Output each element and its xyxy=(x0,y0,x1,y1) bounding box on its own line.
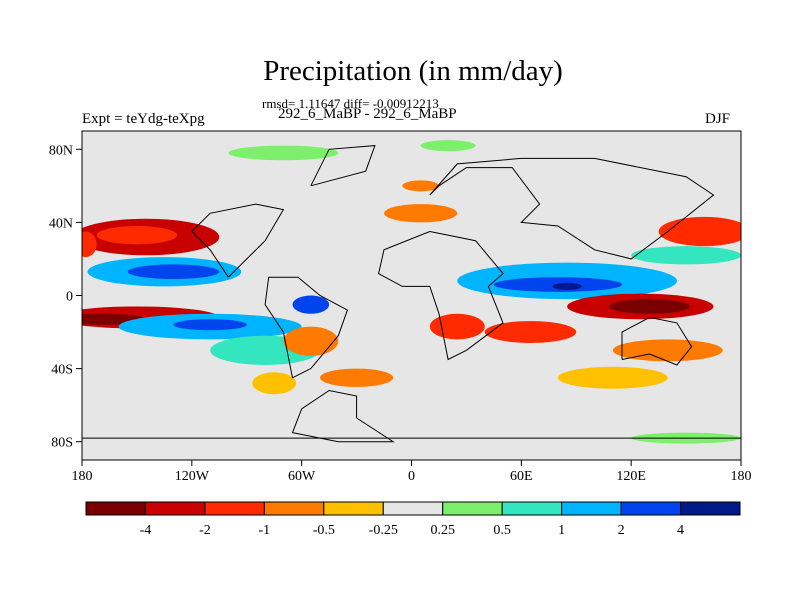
anomaly-amazon-wet xyxy=(292,295,330,314)
anomaly-indian-ocean-wet-deep xyxy=(552,282,582,291)
chart-subtitle: 292_6_MaBP - 292_6_MaBP xyxy=(278,106,457,122)
x-tick-label: 120E xyxy=(616,469,646,484)
x-tick-label: 180 xyxy=(731,469,752,484)
coastline-6 xyxy=(310,145,376,187)
coastline-1 xyxy=(264,276,349,379)
stats-text: rmsd= 1.11647 diff= -0.00912213 xyxy=(262,96,439,111)
colorbar-label: -0.5 xyxy=(313,523,335,538)
colorbar-label: 0.5 xyxy=(493,523,511,538)
colorbar-swatch xyxy=(263,501,325,516)
anomaly-southern-ocean-dry-2 xyxy=(252,372,297,395)
colorbar-swatch xyxy=(501,501,563,516)
anomaly-fills xyxy=(82,140,741,444)
y-tick-label: 80N xyxy=(49,143,73,158)
anomaly-south-atlantic-dry xyxy=(283,326,339,356)
anomaly-southern-ocean-dry xyxy=(319,368,394,387)
anomaly-eurasia-dry-band xyxy=(384,204,458,223)
coastlines xyxy=(82,145,741,443)
experiment-label: Expt = teYdg-teXpg xyxy=(82,111,205,127)
colorbar-label: 0.25 xyxy=(430,523,455,538)
x-tick-label: 60E xyxy=(510,469,533,484)
anomaly-subtropical-pacific-wet-core xyxy=(127,264,220,280)
coastline-3 xyxy=(378,231,504,361)
anomaly-south-pacific-wet-core xyxy=(173,319,247,331)
colorbar-label: -4 xyxy=(140,523,152,538)
y-tick-label: 40N xyxy=(49,216,73,231)
axis-ticks: 180 120W 60W 0 60E 120E 180 80N 40N 0 40S 80S xyxy=(49,143,752,484)
anomaly-maritime-dry-core xyxy=(609,299,690,314)
y-tick-label: 0 xyxy=(66,290,73,305)
coastline-5 xyxy=(621,316,693,366)
anomaly-west-pacific-dry xyxy=(658,216,741,247)
colorbar-swatch xyxy=(85,501,146,516)
anomaly-north-pacific-dry-core xyxy=(96,226,178,245)
x-tick-label: 0 xyxy=(408,469,415,484)
anomaly-south-indian-dry xyxy=(484,321,577,344)
colorbar-label: -2 xyxy=(199,523,211,538)
colorbar-swatch xyxy=(382,501,444,516)
x-tick-label: 60W xyxy=(288,469,316,484)
y-tick-label: 80S xyxy=(51,436,73,451)
anomaly-northeast-asia-dry xyxy=(402,180,439,192)
colorbar-label: 2 xyxy=(618,523,625,538)
coastline-2 xyxy=(291,389,395,443)
chart-title: Precipitation (in mm/day) xyxy=(263,55,563,87)
anomaly-arctic-wet-2 xyxy=(420,140,476,152)
colorbar-swatch xyxy=(204,501,265,516)
colorbar-swatch xyxy=(680,501,741,516)
anomaly-arctic-wet xyxy=(228,145,339,161)
coastline-4 xyxy=(429,157,715,260)
season-label: DJF xyxy=(705,111,731,127)
colorbar-label: -1 xyxy=(259,523,271,538)
colorbar-label: -0.25 xyxy=(369,523,398,538)
colorbar-label: 4 xyxy=(677,523,684,538)
colorbar: -4 -2 -1 -0.5 -0.25 0.25 0.5 1 2 4 xyxy=(85,501,741,538)
anomaly-south-indian-ocean-dry xyxy=(557,366,668,389)
x-tick-label: 180 xyxy=(72,469,93,484)
colorbar-swatch xyxy=(620,501,682,516)
anomaly-africa-dry xyxy=(429,313,485,340)
colorbar-swatch xyxy=(561,501,622,516)
coastline-0 xyxy=(191,203,285,278)
colorbar-swatch xyxy=(144,501,206,516)
anomaly-north-pacific-dry-west xyxy=(82,231,97,258)
x-tick-label: 120W xyxy=(175,469,210,484)
anomaly-west-pacific-wet xyxy=(631,246,741,265)
colorbar-label: 1 xyxy=(558,523,565,538)
colorbar-swatch xyxy=(323,501,384,516)
y-tick-label: 40S xyxy=(51,363,73,378)
colorbar-swatch xyxy=(442,501,503,516)
